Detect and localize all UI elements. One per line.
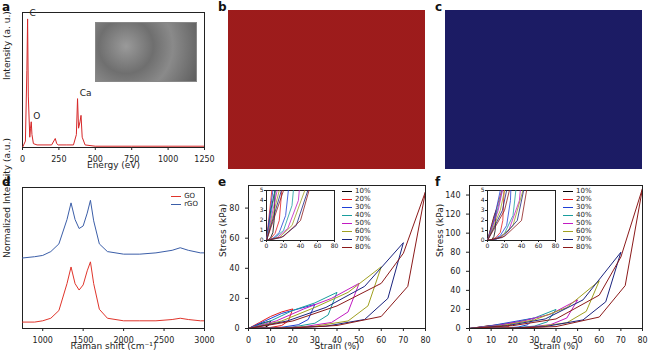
svg-text:80: 80 bbox=[450, 248, 460, 257]
svg-text:0: 0 bbox=[455, 324, 460, 333]
svg-text:80: 80 bbox=[229, 204, 239, 213]
html-text:a: a bbox=[2, 0, 11, 14]
svg-text:0: 0 bbox=[481, 236, 485, 243]
svg-text:80: 80 bbox=[552, 242, 560, 249]
html-text:50%: 50% bbox=[355, 219, 371, 227]
svg-text:0: 0 bbox=[246, 336, 251, 345]
svg-text:40: 40 bbox=[450, 286, 460, 295]
svg-text:1: 1 bbox=[481, 226, 485, 233]
svg-text:0: 0 bbox=[486, 242, 490, 249]
html-text:e: e bbox=[218, 175, 227, 189]
html-text:20%: 20% bbox=[576, 195, 592, 203]
svg-text:2500: 2500 bbox=[154, 336, 174, 345]
svg-text:4: 4 bbox=[481, 196, 485, 203]
svg-text:80: 80 bbox=[331, 242, 339, 249]
html-text:70%: 70% bbox=[355, 235, 371, 243]
svg-text:Strain (%): Strain (%) bbox=[314, 341, 359, 351]
svg-text:C: C bbox=[30, 8, 36, 18]
svg-text:1000: 1000 bbox=[158, 155, 178, 164]
svg-text:3: 3 bbox=[260, 206, 264, 213]
svg-text:250: 250 bbox=[51, 155, 66, 164]
html-text:10%: 10% bbox=[576, 187, 592, 195]
svg-text:1000: 1000 bbox=[33, 336, 53, 345]
svg-text:0: 0 bbox=[234, 324, 239, 333]
svg-text:20: 20 bbox=[450, 305, 460, 314]
html-text:60%: 60% bbox=[355, 227, 371, 235]
svg-text:20: 20 bbox=[280, 242, 288, 249]
svg-text:2: 2 bbox=[260, 216, 264, 223]
svg-text:10: 10 bbox=[266, 336, 276, 345]
svg-text:0: 0 bbox=[20, 155, 25, 164]
svg-text:0: 0 bbox=[467, 336, 472, 345]
svg-text:5: 5 bbox=[260, 186, 264, 193]
html-text:30%: 30% bbox=[355, 203, 371, 211]
svg-text:60: 60 bbox=[535, 242, 543, 249]
html-text:30%: 30% bbox=[576, 203, 592, 211]
html-text:80%: 80% bbox=[355, 243, 371, 251]
svg-text:60: 60 bbox=[450, 267, 460, 276]
svg-text:2: 2 bbox=[481, 216, 485, 223]
html-text:f: f bbox=[435, 175, 441, 189]
svg-text:Energy (eV): Energy (eV) bbox=[87, 160, 140, 170]
svg-text:70: 70 bbox=[398, 336, 408, 345]
svg-text:0: 0 bbox=[260, 236, 264, 243]
html-text:60%: 60% bbox=[576, 227, 592, 235]
html-text:50%: 50% bbox=[576, 219, 592, 227]
svg-text:Ca: Ca bbox=[80, 88, 92, 98]
svg-text:120: 120 bbox=[445, 210, 460, 219]
svg-text:100: 100 bbox=[445, 229, 460, 238]
svg-text:80: 80 bbox=[637, 336, 647, 345]
svg-text:O: O bbox=[33, 111, 40, 121]
svg-text:60: 60 bbox=[376, 336, 386, 345]
svg-text:80: 80 bbox=[420, 336, 430, 345]
svg-text:20: 20 bbox=[501, 242, 509, 249]
svg-text:Raman shift (cm⁻¹): Raman shift (cm⁻¹) bbox=[71, 341, 157, 351]
svg-text:Stress (kPa): Stress (kPa) bbox=[435, 204, 445, 257]
svg-text:3: 3 bbox=[481, 206, 485, 213]
svg-text:Normalized Intensity (a.u.): Normalized Intensity (a.u.) bbox=[2, 138, 12, 258]
html-text:40%: 40% bbox=[576, 211, 592, 219]
html-text:40%: 40% bbox=[355, 211, 371, 219]
svg-text:40: 40 bbox=[229, 264, 239, 273]
svg-text:20: 20 bbox=[288, 336, 298, 345]
svg-text:140: 140 bbox=[445, 191, 460, 200]
svg-text:60: 60 bbox=[314, 242, 322, 249]
html-text:b: b bbox=[218, 0, 227, 14]
svg-text:1250: 1250 bbox=[194, 155, 214, 164]
html-text:70%: 70% bbox=[576, 235, 592, 243]
svg-text:10: 10 bbox=[486, 336, 496, 345]
svg-text:60: 60 bbox=[594, 336, 604, 345]
svg-text:3000: 3000 bbox=[194, 336, 214, 345]
html-text:10%: 10% bbox=[355, 187, 371, 195]
svg-text:40: 40 bbox=[297, 242, 305, 249]
svg-text:20: 20 bbox=[508, 336, 518, 345]
svg-text:4: 4 bbox=[260, 196, 264, 203]
html-text:c: c bbox=[435, 0, 443, 14]
svg-text:Intensity (a. u.): Intensity (a. u.) bbox=[2, 11, 12, 80]
html-text:GO: GO bbox=[184, 192, 196, 200]
svg-text:5: 5 bbox=[481, 186, 485, 193]
svg-text:1: 1 bbox=[260, 226, 264, 233]
html-text:20%: 20% bbox=[355, 195, 371, 203]
svg-text:40: 40 bbox=[518, 242, 526, 249]
html-text:80%: 80% bbox=[576, 243, 592, 251]
html-text:rGO: rGO bbox=[184, 200, 198, 208]
svg-text:Stress (kPa): Stress (kPa) bbox=[218, 204, 228, 257]
svg-text:20: 20 bbox=[229, 294, 239, 303]
svg-text:Strain (%): Strain (%) bbox=[533, 341, 578, 351]
svg-text:0: 0 bbox=[265, 242, 269, 249]
svg-text:60: 60 bbox=[229, 234, 239, 243]
svg-text:70: 70 bbox=[616, 336, 626, 345]
